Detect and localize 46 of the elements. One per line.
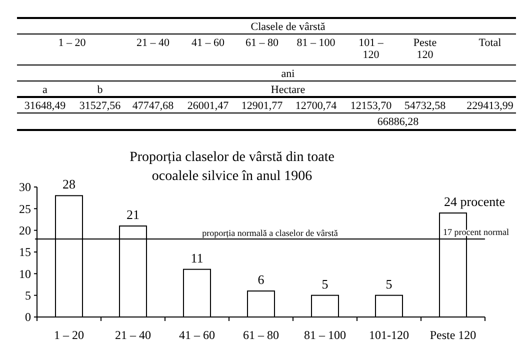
text: 31527,56 <box>79 100 122 112</box>
y-tick-label: 10 <box>19 266 31 281</box>
category-label: 101 – 120 <box>358 37 384 61</box>
x-tick-label: 61 – 80 <box>243 328 279 342</box>
y-tick-label: 0 <box>25 310 31 324</box>
text: 26001,47 <box>187 100 230 112</box>
data-label: 21 <box>126 207 140 222</box>
text: 47747,68 <box>132 100 174 112</box>
category-label: 81 – 100 <box>296 37 336 49</box>
text: Clasele de vârstă <box>250 21 326 33</box>
data-label: 24 procente <box>444 194 506 209</box>
text: 12700,74 <box>295 100 338 112</box>
text: 229413,99 <box>466 100 514 112</box>
category-label: Total <box>478 37 502 49</box>
x-tick-label: 81 – 100 <box>304 328 346 342</box>
category-label: 61 – 80 <box>246 37 279 49</box>
chart-title: Proporția claselor de vârstă din toate ocoalele silvice în anul 1906 <box>130 150 334 184</box>
y-tick-label: 15 <box>19 245 31 260</box>
y-tick-label: 30 <box>19 180 31 194</box>
y-tick-label: 5 <box>25 288 31 303</box>
x-tick-label: 21 – 40 <box>115 328 151 342</box>
x-tick-label: 101-120 <box>369 328 409 342</box>
category-label: 41 – 60 <box>192 37 225 49</box>
text: 31648,49 <box>24 100 66 112</box>
data-label: 11 <box>190 250 204 266</box>
category-label: 21 – 40 <box>136 37 170 49</box>
data-label: 5 <box>386 276 392 292</box>
data-label: 5 <box>322 276 328 292</box>
text: 12153,70 <box>350 100 392 112</box>
text: b <box>97 84 104 96</box>
text: Hectare <box>270 84 306 96</box>
y-tick-label: 20 <box>19 224 31 238</box>
text: 54732,58 <box>404 100 446 112</box>
x-tick-label: 1 – 20 <box>54 328 84 342</box>
text: 12901,77 <box>241 100 284 112</box>
y-tick-label: 25 <box>19 202 31 216</box>
text: ani <box>281 68 295 80</box>
x-tick-label: 41 – 60 <box>179 328 215 342</box>
x-tick-label: Peste 120 <box>430 328 476 342</box>
category-label: 1 – 20 <box>58 37 86 49</box>
text: 66886,28 <box>377 116 420 128</box>
text: a <box>42 84 48 96</box>
data-label: 6 <box>258 272 265 287</box>
data-label: 28 <box>62 176 76 192</box>
category-label: Peste 120 <box>413 37 437 61</box>
ref-line-label: proporția normală a claselor de vârstă <box>202 228 338 238</box>
